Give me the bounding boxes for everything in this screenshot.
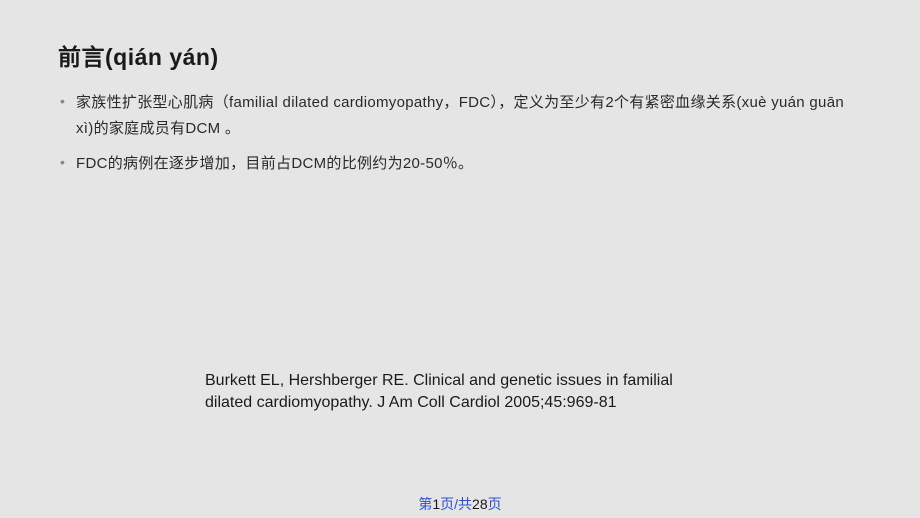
citation-text: Burkett EL, Hershberger RE. Clinical and… <box>205 370 715 413</box>
bullet-item: 家族性扩张型心肌病（familial dilated cardiomyopath… <box>58 90 862 141</box>
page-current-outer: 1 <box>432 496 440 512</box>
slide-title: 前言(qián yán) <box>58 38 862 72</box>
pagination: 第1页/共28页 <box>0 494 920 514</box>
page-current-inner: 28 <box>472 496 488 512</box>
page-suffix: 页 <box>488 496 502 512</box>
bullet-list: 家族性扩张型心肌病（familial dilated cardiomyopath… <box>58 90 862 177</box>
page-prefix: 第 <box>418 496 432 512</box>
bullet-item: FDC的病例在逐步增加，目前占DCM的比例约为20-50％。 <box>58 151 862 177</box>
slide-content: 前言(qián yán) 家族性扩张型心肌病（familial dilated … <box>0 0 920 177</box>
page-mid: 页/共 <box>440 496 472 512</box>
